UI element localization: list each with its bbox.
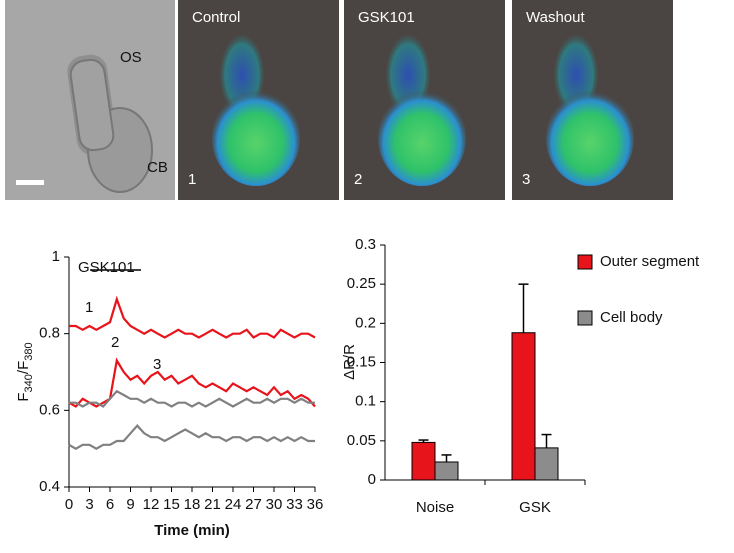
y-tick-label: 0 (368, 471, 376, 488)
cell-body-signal (546, 90, 634, 186)
annotation: 1 (85, 299, 93, 316)
annotation: 3 (153, 356, 161, 373)
x-tick-label: 6 (106, 496, 114, 513)
x-tick-label: 9 (126, 496, 134, 513)
y-tick-label: 0.2 (355, 314, 376, 331)
y-axis-label-part: /F (15, 361, 32, 374)
y-axis-label: F340/F380 (15, 342, 35, 401)
panel-number: 1 (188, 171, 196, 188)
y-tick-label: 0.3 (355, 236, 376, 253)
annotation: 2 (111, 334, 119, 351)
y-axis-label: ΔR/R (341, 344, 358, 380)
y-axis-label-part: 340 (23, 374, 35, 392)
brightfield-panel: OS CB (5, 0, 175, 200)
bar (511, 332, 536, 481)
x-tick-label: 15 (163, 496, 180, 513)
x-tick-label: 24 (225, 496, 242, 513)
bar (411, 441, 436, 481)
fluorescence-panel: Washout 3 (512, 0, 673, 200)
trace (69, 389, 315, 408)
legend-swatch (577, 310, 593, 326)
panel-number: 2 (354, 171, 362, 188)
bar (534, 447, 559, 481)
x-tick-label: GSK (519, 499, 551, 516)
x-tick-label: 36 (307, 496, 324, 513)
y-tick-label: 0.4 (39, 478, 60, 495)
x-tick-label: 0 (65, 496, 73, 513)
fluorescence-panel: GSK101 2 (344, 0, 505, 200)
panel-title: GSK101 (358, 9, 415, 26)
x-tick-label: 21 (204, 496, 221, 513)
x-tick-label: 18 (184, 496, 201, 513)
bracket-label: GSK101 (78, 259, 135, 276)
panel-number: 3 (522, 171, 530, 188)
y-tick-label: 0.25 (347, 275, 376, 292)
legend-label: Cell body (600, 309, 663, 326)
x-tick-label: 33 (286, 496, 303, 513)
y-axis-label-part: 380 (23, 342, 35, 360)
x-tick-label: 12 (143, 496, 160, 513)
y-tick-label: 0.1 (355, 393, 376, 410)
trace (69, 295, 316, 339)
legend-label: Outer segment (600, 253, 700, 270)
x-tick-label: 27 (245, 496, 262, 513)
y-axis-label-part: F (15, 392, 32, 401)
x-axis-label: Time (min) (154, 522, 230, 539)
x-tick-label: Noise (416, 499, 454, 516)
cell-body-signal (212, 90, 300, 186)
y-tick-label: 0.8 (39, 325, 60, 342)
trace (68, 424, 315, 450)
legend-swatch (577, 254, 593, 270)
panel-title: Washout (526, 9, 585, 26)
x-tick-label: 3 (85, 496, 93, 513)
y-tick-label: 1 (52, 248, 60, 265)
cell-body-signal (378, 90, 466, 186)
os-label: OS (120, 49, 142, 66)
fluorescence-panel: Control 1 (178, 0, 339, 200)
y-tick-label: 0.05 (347, 432, 376, 449)
y-tick-label: 0.15 (347, 353, 376, 370)
y-tick-label: 0.6 (39, 401, 60, 418)
bar (434, 461, 459, 481)
cb-label: CB (147, 159, 168, 176)
panel-title: Control (192, 9, 240, 26)
x-tick-label: 30 (266, 496, 283, 513)
